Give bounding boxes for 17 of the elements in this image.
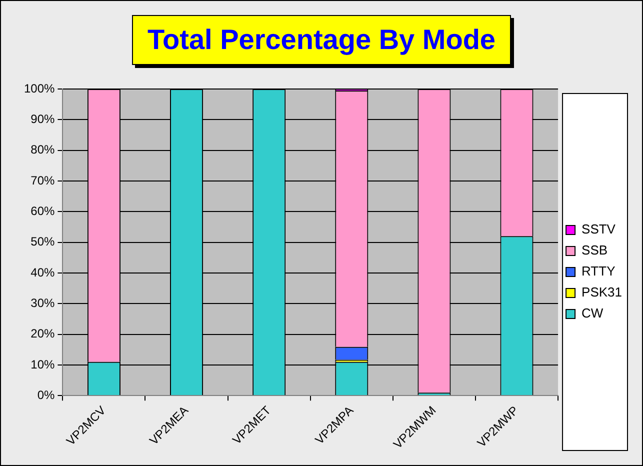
legend-label: SSTV [582,222,616,237]
legend-label: PSK31 [582,284,622,300]
y-tick-label: 40% [30,265,56,280]
y-tick-label: 70% [30,173,56,188]
y-tick-label: 10% [30,357,56,372]
y-tick-label: 80% [30,142,56,157]
chart-title: Total Percentage By Mode [132,15,510,65]
y-tick-label: 100% [24,81,56,96]
legend-label: RTTY [582,264,616,279]
y-tick-label: 60% [30,204,56,218]
y-tick-label: 90% [30,112,56,126]
y-tick-label: 50% [30,234,56,249]
y-tick-label: 20% [30,326,56,341]
y-tick-label: 0% [37,388,56,402]
legend-label: CW [582,306,604,321]
y-tick-label: 30% [30,296,56,310]
legend-label: SSB [582,242,608,258]
